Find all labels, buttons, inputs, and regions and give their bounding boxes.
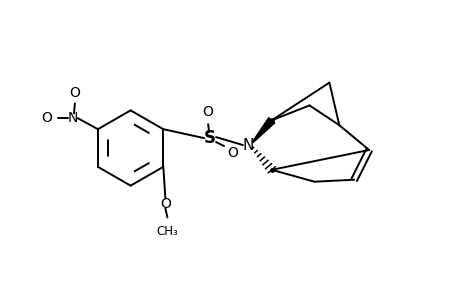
Text: O: O <box>227 146 238 160</box>
Text: O: O <box>160 196 170 211</box>
Text: O: O <box>202 105 213 119</box>
Text: S: S <box>204 129 216 147</box>
Text: CH₃: CH₃ <box>156 225 178 238</box>
Text: N: N <box>67 111 78 125</box>
Text: N: N <box>242 137 253 152</box>
Text: O: O <box>69 85 80 100</box>
Text: O: O <box>42 111 52 125</box>
Polygon shape <box>252 118 274 142</box>
